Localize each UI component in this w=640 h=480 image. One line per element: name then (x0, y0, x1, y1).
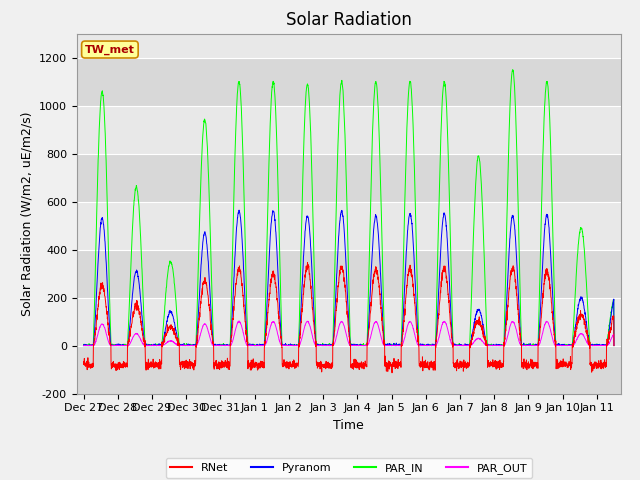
Text: TW_met: TW_met (85, 44, 135, 55)
X-axis label: Time: Time (333, 419, 364, 432)
Bar (77, 58, 621, 106)
Legend: RNet, Pyranom, PAR_IN, PAR_OUT: RNet, Pyranom, PAR_IN, PAR_OUT (166, 458, 532, 478)
Title: Solar Radiation: Solar Radiation (286, 11, 412, 29)
Bar (77, 346, 621, 394)
Bar (77, 298, 621, 346)
Bar (77, 106, 621, 154)
Y-axis label: Solar Radiation (W/m2, uE/m2/s): Solar Radiation (W/m2, uE/m2/s) (20, 111, 33, 316)
Bar (77, 250, 621, 298)
Bar (77, 202, 621, 250)
Bar (77, 154, 621, 202)
